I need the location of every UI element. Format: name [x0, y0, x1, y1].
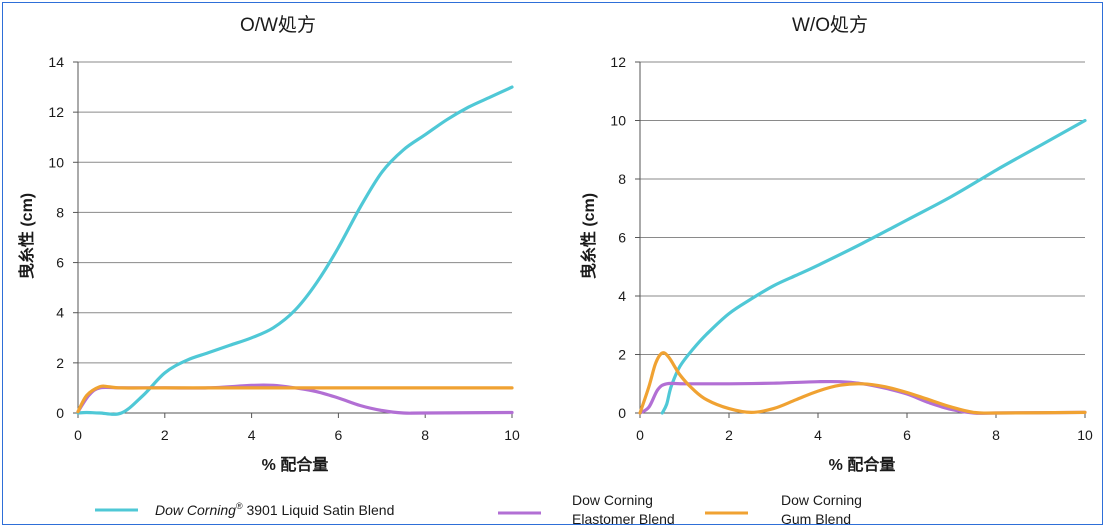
x-axis-label: % 配合量	[829, 455, 896, 474]
series-line-liquid-satin	[76, 85, 514, 416]
y-tick-label: 2	[618, 347, 626, 363]
y-tick-label: 0	[618, 405, 626, 421]
y-tick-label: 8	[618, 171, 626, 187]
y-tick-label: 4	[618, 288, 626, 304]
x-tick-label: 10	[1077, 427, 1093, 443]
y-tick-label: 12	[610, 54, 626, 70]
y-tick-label: 12	[48, 104, 64, 120]
y-axis-label: 曳糸性 (cm)	[579, 193, 598, 279]
y-tick-label: 14	[48, 54, 64, 70]
legend-label-elastomer-line1: Dow Corning	[572, 492, 653, 508]
y-tick-label: 6	[56, 255, 64, 271]
legend-label-gum-line1: Dow Corning	[781, 492, 862, 508]
legend-label-gum-line2: Gum Blend	[781, 511, 851, 527]
x-axis-label: % 配合量	[262, 455, 329, 474]
chart-title: O/W処方	[240, 14, 316, 36]
chart-title: W/O処方	[792, 14, 868, 36]
x-tick-label: 8	[992, 427, 1000, 443]
y-tick-label: 8	[56, 204, 64, 220]
y-tick-label: 0	[56, 405, 64, 421]
series-line-elastomer	[638, 379, 1087, 415]
y-tick-label: 4	[56, 305, 64, 321]
x-tick-label: 8	[421, 427, 429, 443]
y-tick-label: 10	[610, 113, 626, 129]
x-tick-label: 6	[335, 427, 343, 443]
x-tick-label: 0	[74, 427, 82, 443]
series-line-liquid-satin	[660, 118, 1087, 415]
legend-label-elastomer-line2: Elastomer Blend	[572, 511, 675, 527]
series-line-gum	[638, 351, 1087, 415]
x-tick-label: 10	[504, 427, 520, 443]
legend: Dow Corning® 3901 Liquid Satin Blend Dow…	[95, 492, 862, 527]
y-tick-label: 2	[56, 355, 64, 371]
x-tick-label: 6	[903, 427, 911, 443]
x-tick-label: 2	[725, 427, 733, 443]
x-tick-label: 4	[248, 427, 256, 443]
x-tick-label: 4	[814, 427, 822, 443]
y-tick-label: 10	[48, 154, 64, 170]
chart-ow: O/W処方 曳糸性 (cm) % 配合量 0 2 4 6 8 10 12 14 0 2 4 6 8 10	[17, 14, 520, 474]
chart-wo: W/O処方 曳糸性 (cm) % 配合量 0 2 4 6 8 10 12 0 2 4 6 8 10	[579, 14, 1093, 474]
series-line-gum	[76, 384, 514, 414]
y-axis-label: 曳糸性 (cm)	[17, 193, 36, 279]
x-tick-label: 2	[161, 427, 169, 443]
legend-label-liquid-satin: Dow Corning® 3901 Liquid Satin Blend	[155, 501, 394, 518]
x-tick-label: 0	[636, 427, 644, 443]
y-tick-label: 6	[618, 230, 626, 246]
